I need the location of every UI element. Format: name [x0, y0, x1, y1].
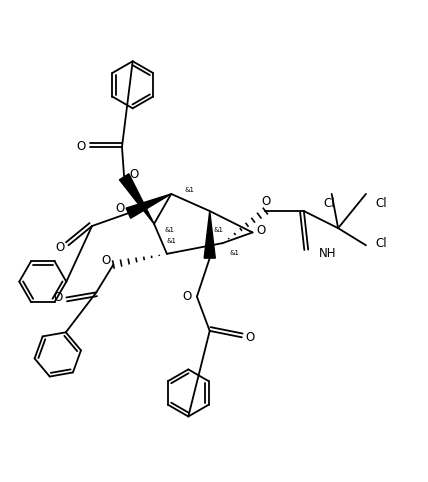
- Polygon shape: [119, 174, 154, 224]
- Text: O: O: [115, 202, 125, 215]
- Text: O: O: [55, 241, 65, 254]
- Polygon shape: [126, 194, 171, 218]
- Text: O: O: [101, 254, 110, 267]
- Text: O: O: [129, 168, 138, 181]
- Text: Cl: Cl: [324, 197, 336, 210]
- Text: &1: &1: [229, 250, 240, 255]
- Text: O: O: [256, 224, 266, 237]
- Text: O: O: [183, 290, 192, 303]
- Text: O: O: [53, 291, 62, 304]
- Text: O: O: [262, 195, 271, 208]
- Text: O: O: [246, 331, 255, 344]
- Text: &1: &1: [184, 187, 194, 193]
- Text: O: O: [77, 140, 86, 153]
- Text: &1: &1: [164, 228, 174, 233]
- Text: NH: NH: [319, 247, 336, 260]
- Text: &1: &1: [213, 228, 223, 233]
- Text: &1: &1: [166, 238, 176, 244]
- Text: Cl: Cl: [375, 197, 387, 210]
- Text: Cl: Cl: [375, 238, 387, 251]
- Polygon shape: [204, 211, 215, 258]
